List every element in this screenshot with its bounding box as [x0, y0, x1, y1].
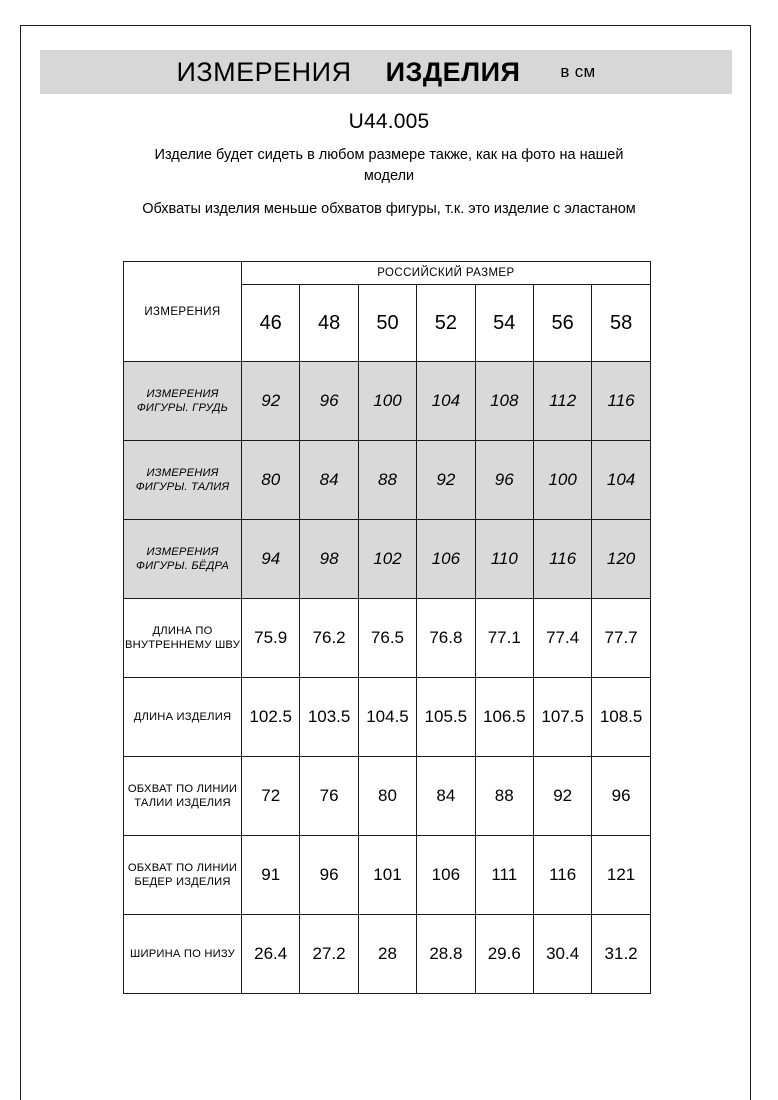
row-label: ДЛИНА ИЗДЕЛИЯ: [123, 677, 242, 757]
note-elastane: Обхваты изделия меньше обхватов фигуры, …: [142, 201, 636, 217]
row-value: 106.5: [474, 677, 534, 757]
table-row: ОБХВАТ ПО ЛИНИИ ТАЛИИ ИЗДЕЛИЯ 72 76 80 8…: [123, 756, 651, 836]
row-label: ОБХВАТ ПО ЛИНИИ ТАЛИИ ИЗДЕЛИЯ: [123, 756, 242, 836]
row-value: 88: [474, 756, 534, 836]
title-band: ИЗМЕРЕНИЯ ИЗДЕЛИЯ в см: [40, 50, 732, 94]
table-row: ИЗМЕРЕНИЯ ФИГУРЫ. ГРУДЬ 92 96 100 104 10…: [123, 361, 651, 441]
header-size-46: 46: [240, 284, 301, 362]
row-label: ШИРИНА ПО НИЗУ: [123, 914, 242, 994]
row-value: 92: [416, 440, 476, 520]
row-value: 28: [357, 914, 418, 994]
title-product-word: ИЗДЕЛИЯ: [385, 56, 521, 87]
row-label: ИЗМЕРЕНИЯ ФИГУРЫ. ГРУДЬ: [123, 361, 242, 441]
row-value: 105.5: [416, 677, 476, 757]
row-value: 104: [591, 440, 651, 520]
table-head-group-row: ИЗМЕРЕНИЯ РОССИЙСКИЙ РАЗМЕР: [123, 261, 651, 362]
row-value: 111: [474, 835, 534, 915]
row-value: 121: [591, 835, 651, 915]
row-value: 106: [416, 519, 476, 599]
row-value: 92: [532, 756, 593, 836]
page-border: [20, 25, 751, 1100]
table-row: ШИРИНА ПО НИЗУ 26.4 27.2 28 28.8 29.6 30…: [123, 914, 651, 994]
table-head: ИЗМЕРЕНИЯ РОССИЙСКИЙ РАЗМЕР 46 48 50 52 …: [123, 261, 651, 362]
row-value: 96: [591, 756, 651, 836]
title-unit-label: в см: [560, 62, 596, 81]
row-value: 76.2: [299, 598, 359, 678]
row-value: 102.5: [240, 677, 301, 757]
row-value: 84: [299, 440, 359, 520]
header-size-56: 56: [532, 284, 593, 362]
row-value: 96: [474, 440, 534, 520]
row-value: 76.8: [416, 598, 476, 678]
row-value: 76: [299, 756, 359, 836]
row-label: ОБХВАТ ПО ЛИНИИ БЕДЕР ИЗДЕЛИЯ: [123, 835, 242, 915]
row-value: 75.9: [240, 598, 301, 678]
row-value: 31.2: [591, 914, 651, 994]
row-value: 92: [240, 361, 301, 441]
row-value: 107.5: [532, 677, 593, 757]
table-row: ИЗМЕРЕНИЯ ФИГУРЫ. БЁДРА 94 98 102 106 11…: [123, 519, 651, 599]
row-value: 80: [240, 440, 301, 520]
row-value: 29.6: [474, 914, 534, 994]
note-fit: Изделие будет сидеть в любом размере так…: [154, 147, 624, 184]
row-label: ИЗМЕРЕНИЯ ФИГУРЫ. ТАЛИЯ: [123, 440, 242, 520]
row-label: ДЛИНА ПО ВНУТРЕННЕМУ ШВУ: [123, 598, 242, 678]
row-value: 108: [474, 361, 534, 441]
row-label: ИЗМЕРЕНИЯ ФИГУРЫ. БЁДРА: [123, 519, 242, 599]
header-russian-size-group: РОССИЙСКИЙ РАЗМЕР: [241, 261, 651, 285]
row-value: 77.1: [474, 598, 534, 678]
header-size-52: 52: [416, 284, 476, 362]
row-value: 106: [416, 835, 476, 915]
row-value: 98: [299, 519, 359, 599]
row-value: 77.7: [591, 598, 651, 678]
header-size-50: 50: [357, 284, 418, 362]
row-value: 96: [299, 361, 359, 441]
row-value: 94: [240, 519, 301, 599]
header-size-48: 48: [299, 284, 359, 362]
row-value: 84: [416, 756, 476, 836]
header-measurements-cell: ИЗМЕРЕНИЯ: [123, 261, 242, 362]
row-value: 80: [357, 756, 418, 836]
row-value: 72: [240, 756, 301, 836]
row-value: 27.2: [299, 914, 359, 994]
title-measurements-word: ИЗМЕРЕНИЯ: [176, 56, 352, 87]
row-value: 108.5: [591, 677, 651, 757]
row-value: 116: [532, 835, 593, 915]
row-value: 110: [474, 519, 534, 599]
row-value: 102: [357, 519, 418, 599]
row-value: 91: [240, 835, 301, 915]
row-value: 28.8: [416, 914, 476, 994]
table-row: ОБХВАТ ПО ЛИНИИ БЕДЕР ИЗДЕЛИЯ 91 96 101 …: [123, 835, 651, 915]
size-table: ИЗМЕРЕНИЯ РОССИЙСКИЙ РАЗМЕР 46 48 50 52 …: [123, 261, 651, 994]
table-row: ДЛИНА ПО ВНУТРЕННЕМУ ШВУ 75.9 76.2 76.5 …: [123, 598, 651, 678]
row-value: 116: [532, 519, 593, 599]
row-value: 120: [591, 519, 651, 599]
row-value: 116: [591, 361, 651, 441]
table-head-size-row: 46 48 50 52 54 56 58: [124, 284, 651, 362]
row-value: 76.5: [357, 598, 418, 678]
row-value: 100: [532, 440, 593, 520]
row-value: 104: [416, 361, 476, 441]
article-code: U44.005: [348, 110, 430, 133]
table-body: ИЗМЕРЕНИЯ ФИГУРЫ. ГРУДЬ 92 96 100 104 10…: [123, 361, 651, 994]
row-value: 103.5: [299, 677, 359, 757]
row-value: 112: [532, 361, 593, 441]
row-value: 26.4: [240, 914, 301, 994]
header-size-54: 54: [474, 284, 534, 362]
table-row: ДЛИНА ИЗДЕЛИЯ 102.5 103.5 104.5 105.5 10…: [123, 677, 651, 757]
table-row: ИЗМЕРЕНИЯ ФИГУРЫ. ТАЛИЯ 80 84 88 92 96 1…: [123, 440, 651, 520]
row-value: 88: [357, 440, 418, 520]
row-value: 77.4: [532, 598, 593, 678]
row-value: 104.5: [357, 677, 418, 757]
row-value: 101: [357, 835, 418, 915]
row-value: 30.4: [532, 914, 593, 994]
row-value: 100: [357, 361, 418, 441]
row-value: 96: [299, 835, 359, 915]
header-size-58: 58: [591, 284, 651, 362]
